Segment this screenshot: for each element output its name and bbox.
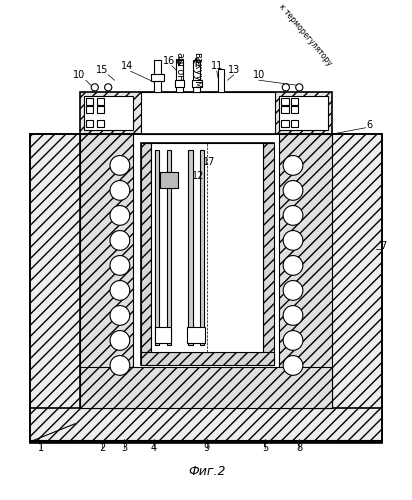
Bar [86,120,93,127]
Circle shape [110,156,130,176]
Circle shape [283,206,303,226]
Text: 16: 16 [163,56,176,66]
Circle shape [91,84,98,91]
Bar [332,134,382,442]
Bar [166,150,171,345]
Circle shape [282,84,289,91]
Text: 9: 9 [204,442,210,452]
Text: 17: 17 [204,158,216,168]
Circle shape [283,356,303,376]
Bar [80,92,332,134]
Bar [140,143,274,366]
Text: 14: 14 [121,62,133,72]
Bar [279,134,332,407]
Bar [155,150,159,345]
Bar [175,80,185,88]
Text: 7: 7 [381,241,387,251]
Text: вакуум: вакуум [192,52,202,89]
Text: 12: 12 [192,171,204,181]
Bar [80,367,332,408]
Text: 10: 10 [253,70,265,81]
Bar [140,143,151,366]
Bar [218,70,224,92]
Bar [86,106,93,114]
Circle shape [110,230,130,250]
Circle shape [283,256,303,276]
Text: аргон: аргон [174,52,184,82]
Text: 15: 15 [96,65,108,75]
Bar [279,96,328,130]
Bar [187,327,205,343]
Bar [263,143,274,366]
Circle shape [110,330,130,350]
Bar [140,92,275,134]
Circle shape [110,180,130,201]
Circle shape [110,206,130,226]
Bar [30,134,80,442]
Bar [291,120,298,127]
Circle shape [283,230,303,250]
Bar [151,143,263,352]
Bar [281,98,288,106]
Bar [192,80,201,88]
Bar [80,134,133,407]
Text: к терморегулятору: к терморегулятору [277,2,334,68]
Text: 10: 10 [73,70,86,81]
Circle shape [110,256,130,276]
Bar [176,60,183,92]
Bar [30,134,382,442]
Circle shape [283,330,303,350]
Bar [84,96,133,130]
Bar [96,98,104,106]
Circle shape [283,180,303,201]
Bar [86,98,93,106]
Circle shape [296,84,303,91]
Text: 2: 2 [99,442,105,452]
Text: 4: 4 [151,442,157,452]
Bar [194,60,200,92]
Text: 5: 5 [262,442,268,452]
Circle shape [283,280,303,300]
Bar [30,408,382,442]
Bar [291,98,298,106]
Bar [151,74,164,81]
Text: 11: 11 [211,62,223,72]
Bar [96,120,104,127]
Bar [155,327,171,343]
Text: 3: 3 [121,442,127,452]
Text: 6: 6 [366,120,372,130]
Bar [96,106,104,114]
Bar [291,106,298,114]
Circle shape [105,84,112,91]
Circle shape [110,306,130,326]
Text: Фиг.2: Фиг.2 [188,465,226,478]
Bar [281,120,288,127]
Bar [154,60,161,92]
Bar [140,352,274,366]
Bar [281,106,288,114]
Bar [160,172,178,188]
Bar [200,150,204,345]
Circle shape [283,156,303,176]
Bar [188,150,192,345]
Text: 8: 8 [296,442,302,452]
Circle shape [110,280,130,300]
Circle shape [110,356,130,376]
Text: 13: 13 [228,65,240,75]
Circle shape [283,306,303,326]
Text: 1: 1 [38,442,44,452]
